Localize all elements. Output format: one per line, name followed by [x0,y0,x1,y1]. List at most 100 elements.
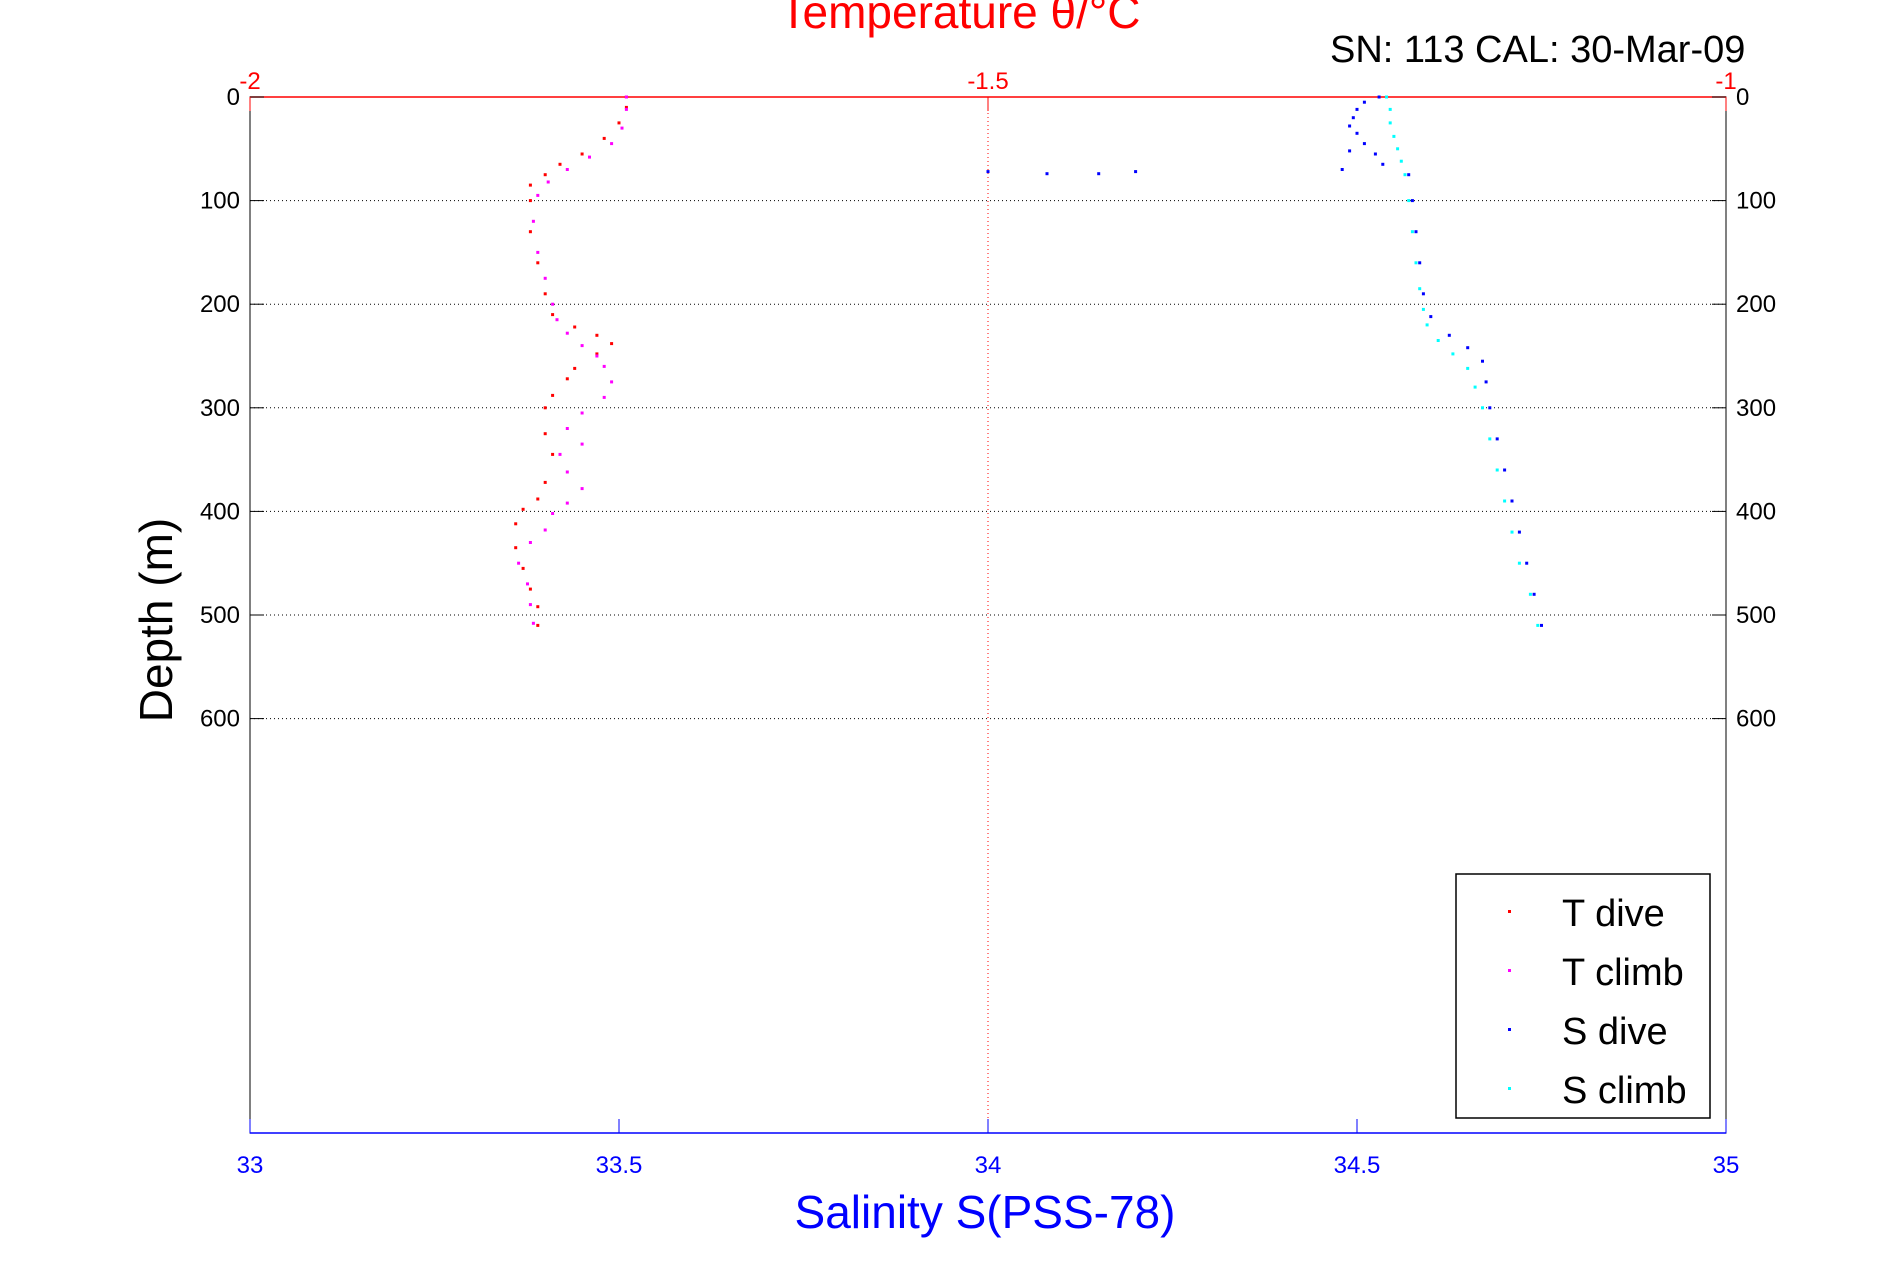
data-point-s-dive [1414,230,1418,234]
legend-label-s-climb: S climb [1562,1070,1687,1112]
data-point-s-climb [1403,173,1407,177]
legend-label-t-dive: T dive [1562,893,1665,935]
data-point-t-climb [565,331,569,335]
data-point-s-climb [1385,95,1388,99]
data-point-s-dive [1355,107,1359,111]
data-point-t-climb [551,512,555,515]
data-point-s-climb [1414,261,1418,265]
data-point-s-climb [1388,121,1392,125]
salinity-tick-label: 34 [975,1152,1002,1179]
data-point-s-dive [1045,172,1049,176]
data-point-t-climb [528,541,532,544]
data-point-t-climb [517,561,521,565]
data-point-s-dive [1351,116,1355,120]
depth-tick-label-left: 400 [200,498,240,525]
data-point-s-climb [1510,530,1514,534]
data-point-s-climb [1495,468,1499,472]
data-point-t-dive [543,432,547,436]
data-point-s-dive [1488,406,1492,410]
data-point-t-dive [528,199,532,203]
data-point-t-dive [536,623,540,627]
data-point-s-climb [1396,147,1400,151]
data-point-s-climb [1410,230,1414,234]
data-point-s-climb [1388,107,1392,111]
data-point-t-dive [573,325,577,329]
data-point-t-climb [580,442,584,446]
legend-marker-t-dive [1508,910,1511,913]
data-point-s-climb [1473,385,1477,389]
data-point-t-dive [514,522,518,526]
data-point-t-climb [595,354,599,358]
data-point-s-dive [1525,561,1529,565]
depth-tick-label-right: 200 [1736,291,1776,318]
data-point-t-climb [565,168,569,171]
data-point-s-dive [1348,124,1352,128]
depth-tick-label-left: 0 [227,84,240,111]
data-point-t-climb [531,621,535,625]
data-point-t-climb [588,155,591,159]
data-point-s-dive [1097,172,1101,176]
depth-tick-label-right: 400 [1736,498,1776,525]
data-point-s-dive [1381,162,1385,166]
data-point-t-climb [602,364,606,368]
data-point-s-dive [1421,292,1425,296]
data-point-s-dive [1466,346,1470,350]
data-point-t-dive [551,313,555,317]
data-point-s-dive [1362,100,1366,104]
data-point-t-dive [528,230,532,234]
data-point-t-climb [580,487,584,491]
data-point-t-dive [528,587,532,591]
data-point-t-dive [528,183,532,187]
legend-box [1455,873,1711,1119]
data-point-t-dive [565,377,569,381]
data-point-s-dive [1355,131,1359,135]
data-point-t-climb [531,219,535,223]
data-point-s-dive [1134,170,1138,174]
data-point-s-climb [1517,561,1521,565]
grid [250,97,1726,1133]
data-point-t-climb [546,180,550,184]
data-point-s-dive [1540,623,1543,627]
salinity-tick-label: 33.5 [596,1152,643,1179]
temperature-tick-label: -2 [239,68,260,95]
data-point-t-dive [521,507,525,511]
data-point-s-dive [1447,333,1451,337]
salinity-tick-label: 35 [1713,1152,1740,1179]
data-point-t-dive [595,333,599,337]
data-point-s-climb [1466,366,1470,370]
data-point-t-climb [555,318,559,322]
data-point-s-dive [1348,149,1352,153]
data-point-s-dive [1484,380,1488,384]
data-point-t-climb [624,107,628,111]
depth-tick-label-right: 300 [1736,395,1776,422]
data-point-t-climb [620,126,624,130]
data-point-t-dive [543,173,547,177]
series-t-dive [514,95,628,627]
salinity-axis-label: Salinity S(PSS-78) [795,1186,1176,1238]
depth-tick-label-right: 100 [1736,188,1776,215]
data-point-s-dive [1510,499,1514,503]
data-point-s-dive [1407,173,1411,177]
data-point-s-climb [1481,406,1484,410]
legend: T dive T climb S dive S climb [1455,873,1711,1119]
data-point-t-dive [536,497,540,501]
data-point-s-dive [1495,437,1499,441]
series-s-climb [1385,95,1540,627]
data-point-s-dive [1503,468,1507,472]
depth-tick-label-right: 600 [1736,706,1776,733]
data-point-t-dive [602,136,606,140]
data-point-t-dive [551,393,555,397]
data-point-t-climb [610,142,614,146]
depth-tick-label-left: 200 [200,291,240,318]
data-point-s-climb [1425,323,1429,327]
depth-axis-label: Depth (m) [130,518,182,722]
legend-marker-s-climb [1508,1087,1511,1090]
data-point-s-climb [1418,287,1422,291]
data-point-t-climb [624,95,628,99]
data-point-t-dive [536,261,540,265]
data-point-s-climb [1392,134,1396,138]
data-point-s-climb [1536,623,1540,627]
data-point-s-dive [1429,315,1433,319]
data-point-s-dive [1377,95,1381,99]
